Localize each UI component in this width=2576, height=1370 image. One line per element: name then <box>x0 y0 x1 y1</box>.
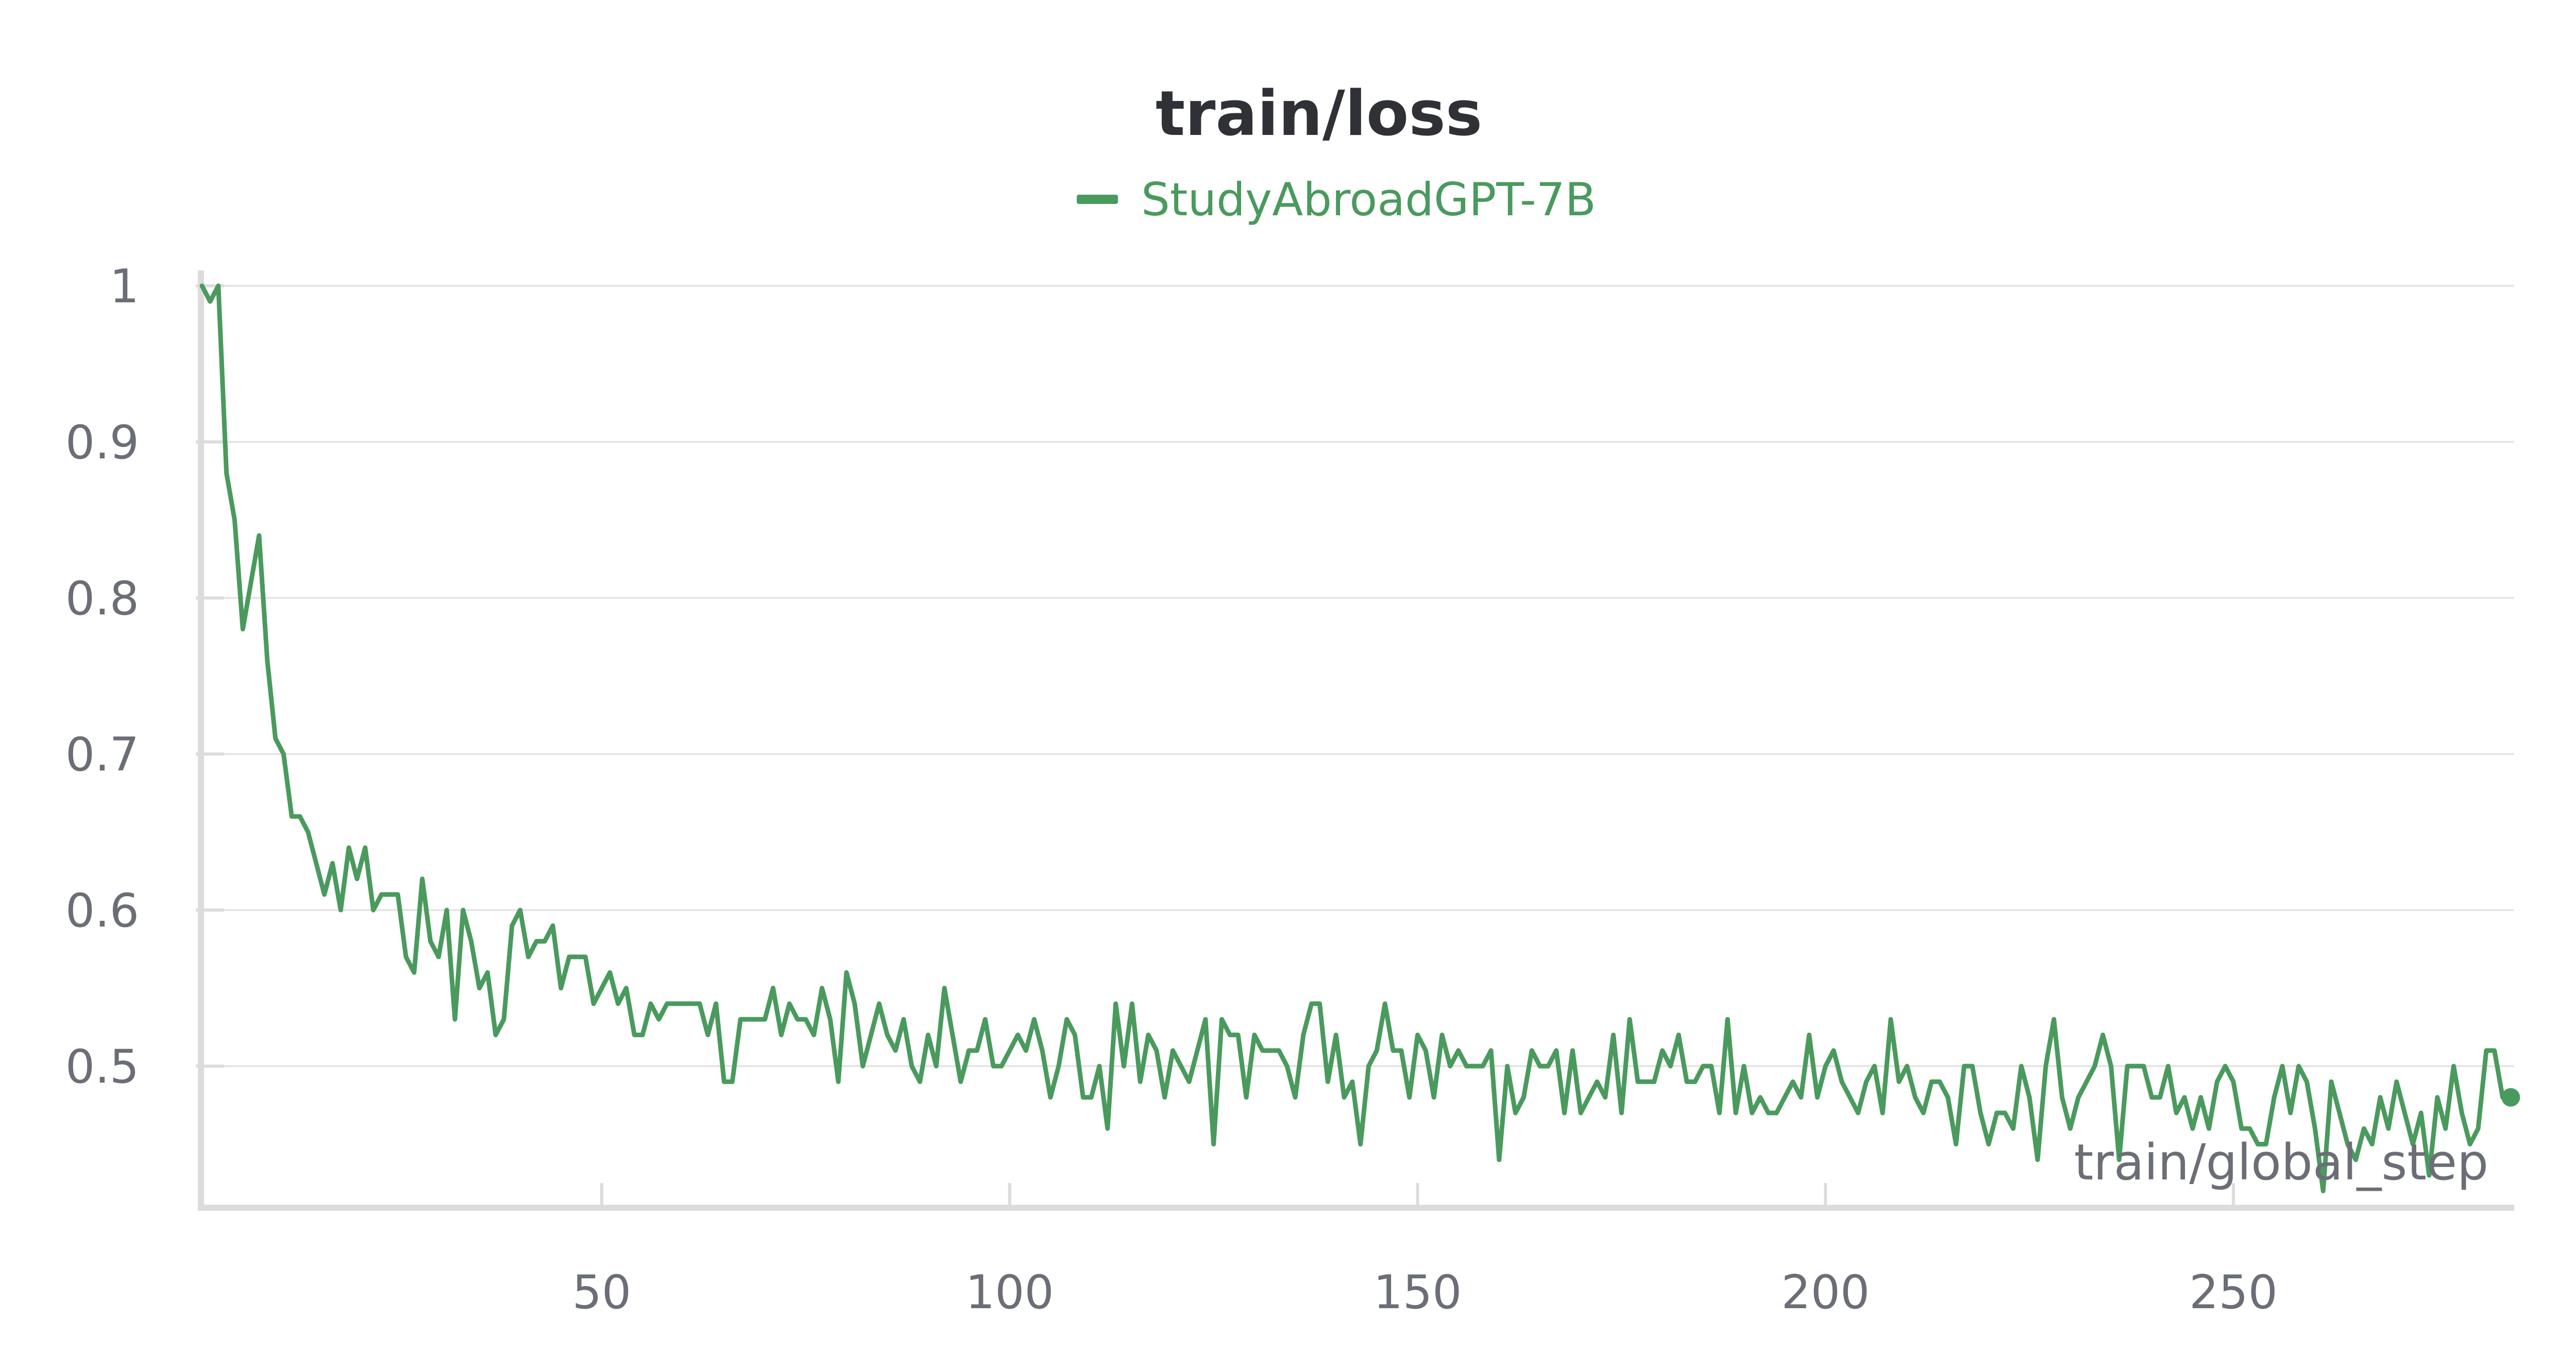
y-axis-ticks: 0.5 0.6 0.7 0.8 0.9 1 <box>65 260 224 1094</box>
x-tick-label: 50 <box>572 1265 632 1320</box>
legend-label: StudyAbroadGPT-7B <box>1141 173 1596 226</box>
y-tick-label: 0.5 <box>65 1040 139 1094</box>
x-axis-ticks: 50 100 150 200 250 <box>572 1183 2278 1320</box>
x-axis-title: train/global_step <box>2074 1134 2488 1191</box>
x-tick-label: 100 <box>965 1265 1054 1320</box>
legend-swatch <box>1077 195 1118 204</box>
series-line[interactable] <box>199 283 2513 1193</box>
x-tick-label: 150 <box>1374 1265 1462 1320</box>
y-tick-label: 0.7 <box>65 728 139 782</box>
series-end-point[interactable] <box>2501 1088 2520 1107</box>
chart-title: train/loss <box>1156 78 1482 150</box>
y-tick-label: 0.6 <box>65 884 139 938</box>
series-layer <box>199 283 2520 1193</box>
y-tick-label: 0.9 <box>65 416 139 470</box>
legend[interactable]: StudyAbroadGPT-7B <box>1077 173 1596 226</box>
grid-lines <box>201 285 2514 1067</box>
y-tick-label: 0.8 <box>65 572 139 626</box>
x-tick-label: 250 <box>2189 1265 2278 1320</box>
x-tick-label: 200 <box>1781 1265 1870 1320</box>
y-tick-label: 1 <box>110 260 139 314</box>
